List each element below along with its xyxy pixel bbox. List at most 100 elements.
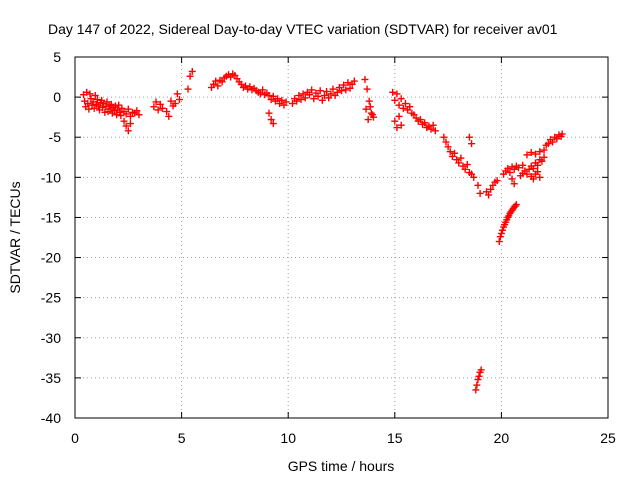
data-point — [540, 146, 548, 154]
data-point — [523, 151, 531, 159]
data-point — [116, 108, 124, 116]
data-point — [472, 386, 480, 394]
data-point — [527, 148, 535, 156]
data-point — [314, 92, 322, 100]
data-point — [85, 105, 93, 113]
data-point — [327, 90, 335, 98]
data-point — [510, 180, 518, 188]
data-point — [498, 226, 506, 234]
data-point — [476, 189, 484, 197]
data-point — [558, 130, 566, 138]
data-point — [444, 143, 452, 151]
data-point — [269, 120, 277, 128]
data-point — [493, 177, 501, 185]
data-point — [506, 169, 514, 177]
data-point — [368, 111, 376, 119]
data-point — [397, 121, 405, 129]
y-tick-label: -25 — [41, 290, 61, 306]
data-point — [117, 112, 125, 120]
data-point — [99, 104, 107, 112]
data-point — [446, 148, 454, 156]
data-point — [475, 372, 483, 380]
data-point — [101, 108, 109, 116]
data-point — [156, 100, 164, 108]
data-point — [152, 98, 160, 106]
x-tick-label: 10 — [280, 430, 296, 446]
data-point — [282, 98, 290, 106]
data-point — [450, 149, 458, 157]
data-point — [218, 78, 226, 86]
y-tick-label: -5 — [49, 129, 62, 145]
data-point — [124, 127, 132, 135]
data-point — [532, 150, 540, 158]
data-point — [188, 67, 196, 75]
data-point — [367, 109, 375, 117]
data-point — [399, 104, 407, 112]
data-point — [391, 96, 399, 104]
y-tick-label: -15 — [41, 209, 61, 225]
data-point — [267, 116, 275, 124]
data-point — [512, 201, 520, 209]
y-tick-label: -30 — [41, 330, 61, 346]
data-point — [468, 140, 476, 148]
data-point — [297, 96, 305, 104]
data-point — [318, 96, 326, 104]
data-point — [391, 117, 399, 125]
data-point — [534, 161, 542, 169]
data-point — [274, 95, 282, 103]
data-point — [323, 87, 331, 95]
data-point — [536, 173, 544, 181]
data-point — [167, 97, 175, 105]
x-tick-label: 15 — [387, 430, 403, 446]
data-point — [538, 157, 546, 165]
data-point — [523, 170, 531, 178]
data-point — [442, 138, 450, 146]
data-point — [366, 103, 374, 111]
data-point — [112, 102, 120, 110]
data-point — [536, 148, 544, 156]
data-point — [86, 90, 94, 98]
data-point — [504, 165, 512, 173]
data-point — [150, 103, 158, 111]
data-point — [299, 90, 307, 98]
data-point — [470, 173, 478, 181]
x-tick-label: 5 — [178, 430, 186, 446]
data-point — [154, 106, 162, 114]
data-point — [395, 101, 403, 109]
data-point — [553, 135, 561, 143]
data-point — [333, 88, 341, 96]
data-point — [316, 87, 324, 95]
y-tick-label: 5 — [53, 49, 61, 65]
data-point — [549, 138, 557, 146]
data-point — [477, 366, 485, 374]
data-point — [534, 168, 542, 176]
data-point — [397, 95, 405, 103]
data-point — [102, 103, 110, 111]
data-point — [308, 86, 316, 94]
data-point — [431, 127, 439, 135]
data-point — [406, 103, 414, 111]
data-point — [393, 124, 401, 132]
data-point — [256, 90, 264, 98]
data-point — [427, 125, 435, 133]
y-tick-label: 0 — [53, 89, 61, 105]
data-point — [457, 154, 465, 162]
data-point — [84, 100, 92, 108]
data-point — [540, 153, 548, 161]
data-point — [126, 112, 134, 120]
data-point — [361, 75, 369, 83]
data-point — [184, 85, 192, 93]
data-point — [124, 105, 132, 113]
data-point — [278, 96, 286, 104]
data-point — [212, 77, 220, 85]
data-point — [320, 92, 328, 100]
data-point — [110, 107, 118, 115]
data-point — [365, 97, 373, 105]
data-point — [529, 175, 537, 183]
data-point — [295, 92, 303, 100]
data-point — [350, 77, 358, 85]
data-point — [288, 100, 296, 108]
data-point — [173, 90, 181, 98]
x-tick-label: 0 — [71, 430, 79, 446]
